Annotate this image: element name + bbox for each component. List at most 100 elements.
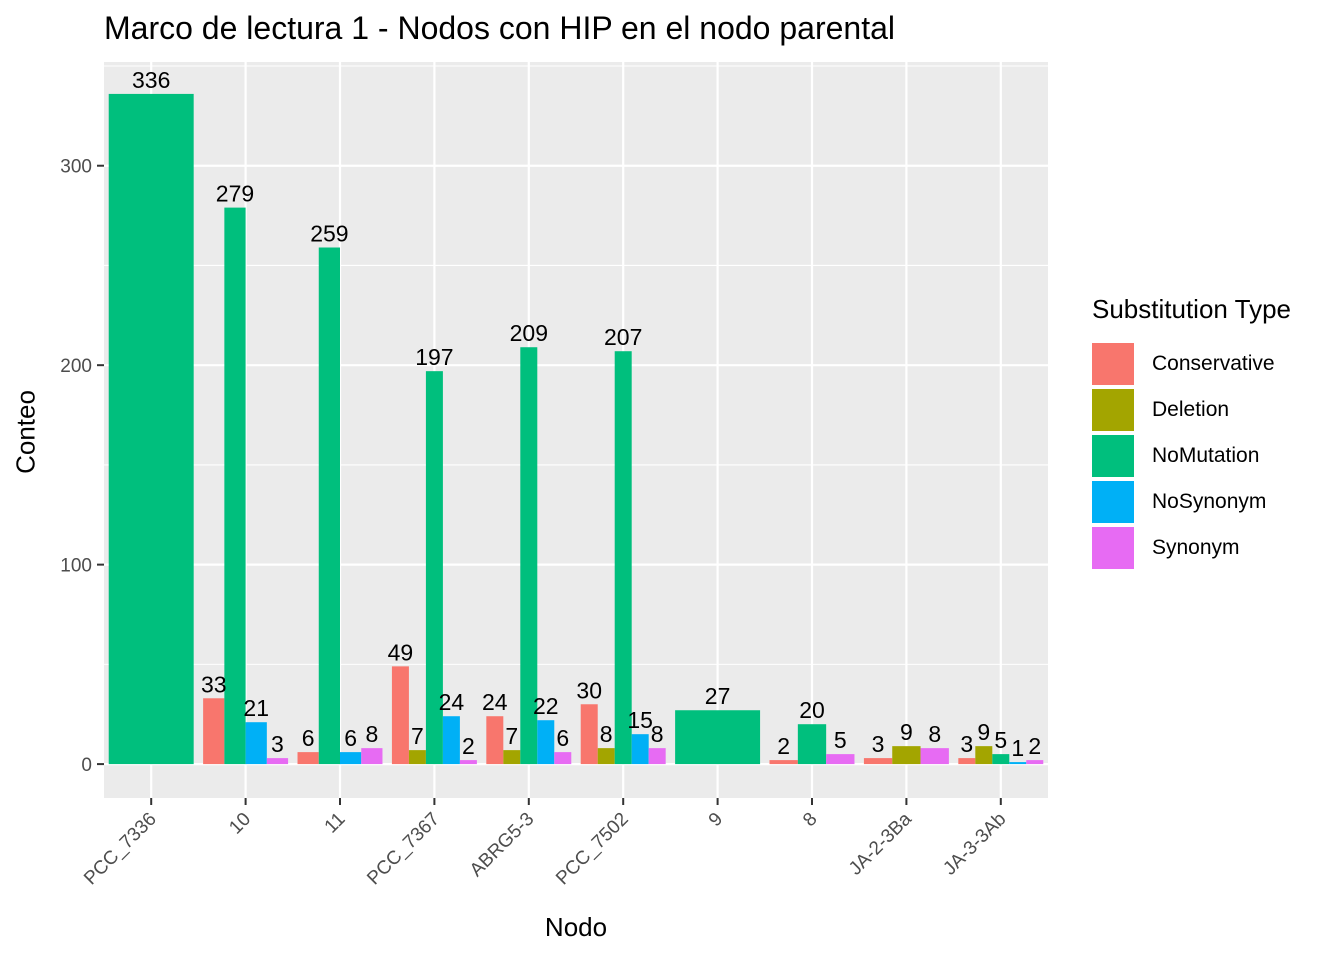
bar-pcc-7502-deletion: [597, 748, 615, 765]
bar-abrg5-3-synonym: [554, 752, 572, 765]
data-label-8-conservative: 2: [777, 733, 790, 759]
y-axis-title: Conteo: [10, 390, 41, 474]
y-tick-label: 100: [60, 556, 92, 577]
bar-pcc-7367-conservative: [391, 666, 409, 765]
data-label-11-nomutation: 259: [310, 220, 348, 246]
bar-ja-3-3ab-synonym: [1026, 760, 1044, 765]
bar-10-conservative: [203, 698, 225, 765]
legend-items: Conservative Deletion NoMutation NoSynonym S…: [1092, 341, 1291, 571]
data-label-abrg5-3-deletion: 7: [505, 723, 518, 749]
bar-pcc-7502-nomutation: [614, 351, 632, 765]
data-label-ja-3-3ab-nosynonym: 1: [1011, 735, 1024, 761]
data-label-pcc-7367-synonym: 2: [462, 733, 475, 759]
bar-pcc-7336-nomutation: [108, 93, 194, 765]
bar-ja-2-3ba-conservative: [863, 758, 893, 765]
data-label-ja-3-3ab-deletion: 9: [977, 719, 990, 745]
x-tick-label-9: 9: [705, 809, 727, 831]
legend-key-deletion: [1092, 389, 1134, 431]
bar-abrg5-3-nomutation: [520, 347, 538, 765]
y-tick-label: 300: [60, 157, 92, 178]
data-label-10-conservative: 33: [201, 671, 227, 697]
legend-key-nomutation: [1092, 435, 1134, 477]
bar-pcc-7502-nosynonym: [631, 734, 649, 765]
legend-key-synonym: [1092, 527, 1134, 569]
data-label-ja-3-3ab-nomutation: 5: [994, 727, 1007, 753]
bars: [108, 93, 1044, 765]
data-label-11-synonym: 8: [365, 721, 378, 747]
legend-item-deletion: Deletion: [1092, 387, 1291, 433]
bar-pcc-7367-synonym: [459, 760, 477, 765]
bar-8-synonym: [826, 754, 855, 765]
bar-ja-2-3ba-deletion: [892, 746, 921, 765]
bar-9-nomutation: [675, 710, 761, 765]
bar-8-conservative: [769, 760, 798, 765]
legend-item-nosynonym: NoSynonym: [1092, 479, 1291, 525]
data-label-ja-2-3ba-synonym: 8: [928, 721, 941, 747]
bar-ja-3-3ab-conservative: [958, 758, 976, 765]
legend-label-deletion: Deletion: [1152, 398, 1230, 421]
data-label-pcc-7502-nomutation: 207: [604, 324, 642, 350]
data-label-pcc-7367-deletion: 7: [411, 723, 424, 749]
legend-key-conservative: [1092, 343, 1134, 385]
bar-ja-3-3ab-deletion: [975, 746, 993, 765]
chart-title: Marco de lectura 1 - Nodos con HIP en el…: [104, 10, 895, 46]
bar-10-nomutation: [224, 207, 246, 765]
bar-11-synonym: [361, 748, 383, 765]
data-label-8-synonym: 5: [834, 727, 847, 753]
bar-11-nomutation: [318, 247, 340, 765]
data-label-pcc-7367-conservative: 49: [388, 639, 414, 665]
data-label-abrg5-3-nomutation: 209: [510, 320, 548, 346]
x-tick-label-ja-2-3ba: JA-2-3Ba: [845, 808, 916, 879]
bar-ja-3-3ab-nosynonym: [1009, 762, 1027, 765]
legend-label-nomutation: NoMutation: [1152, 444, 1260, 467]
data-label-10-synonym: 3: [271, 731, 284, 757]
x-tick-label-pcc-7367: PCC_7367: [363, 809, 444, 890]
legend-item-nomutation: NoMutation: [1092, 433, 1291, 479]
data-label-pcc-7367-nomutation: 197: [415, 344, 453, 370]
bar-pcc-7502-synonym: [648, 748, 666, 765]
bar-10-synonym: [266, 758, 289, 765]
bar-10-nosynonym: [245, 722, 267, 765]
data-label-8-nomutation: 20: [799, 697, 825, 723]
plot-panel: [104, 62, 1048, 798]
bar-abrg5-3-nosynonym: [537, 720, 555, 765]
data-label-ja-2-3ba-deletion: 9: [900, 719, 913, 745]
bar-ja-3-3ab-nomutation: [992, 754, 1010, 765]
bar-pcc-7367-nomutation: [425, 371, 443, 765]
bar-8-nomutation: [797, 724, 827, 765]
x-tick-label-pcc-7336: PCC_7336: [80, 809, 161, 890]
x-tick-label-11: 11: [321, 809, 350, 838]
legend-key-nosynonym: [1092, 481, 1134, 523]
data-label-11-conservative: 6: [302, 725, 315, 751]
bar-ja-2-3ba-synonym: [920, 748, 949, 765]
y-tick-label: 200: [60, 356, 92, 377]
legend-label-nosynonym: NoSynonym: [1152, 490, 1267, 513]
bar-abrg5-3-conservative: [486, 716, 504, 765]
data-label-abrg5-3-conservative: 24: [482, 689, 508, 715]
data-label-10-nosynonym: 21: [243, 695, 269, 721]
x-tick-label-pcc-7502: PCC_7502: [552, 809, 633, 890]
bar-pcc-7367-nosynonym: [442, 716, 460, 765]
legend-item-conservative: Conservative: [1092, 341, 1291, 387]
bar-abrg5-3-deletion: [503, 750, 521, 765]
bar-pcc-7367-deletion: [408, 750, 426, 765]
y-tick-label: 0: [81, 755, 92, 776]
data-label-pcc-7367-nosynonym: 24: [439, 689, 465, 715]
x-tick-label-ja-3-3ab: JA-3-3Ab: [939, 809, 1010, 880]
data-label-abrg5-3-nosynonym: 22: [533, 693, 559, 719]
x-tick-label-10: 10: [225, 809, 255, 839]
data-label-9-nomutation: 27: [705, 683, 731, 709]
data-label-ja-3-3ab-conservative: 3: [960, 731, 973, 757]
data-label-pcc-7502-synonym: 8: [651, 721, 664, 747]
x-tick-label-8: 8: [799, 809, 821, 831]
data-label-pcc-7502-conservative: 30: [576, 677, 602, 703]
legend-label-synonym: Synonym: [1152, 536, 1240, 559]
legend-item-synonym: Synonym: [1092, 525, 1291, 571]
data-label-pcc-7502-nosynonym: 15: [627, 707, 653, 733]
data-label-pcc-7502-deletion: 8: [600, 721, 613, 747]
x-axis-title: Nodo: [544, 912, 608, 942]
legend: Substitution Type Conservative Deletion No…: [1092, 294, 1291, 571]
bar-11-conservative: [297, 752, 319, 765]
